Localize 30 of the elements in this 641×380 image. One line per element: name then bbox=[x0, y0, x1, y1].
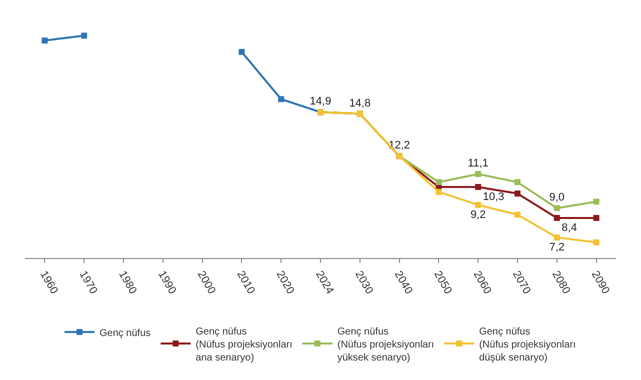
data-label: 11,1 bbox=[468, 157, 488, 170]
data-label: 9,0 bbox=[549, 192, 565, 204]
data-label: 14,8 bbox=[349, 97, 371, 110]
data-label: 8,4 bbox=[562, 222, 577, 234]
data-label: 10,3 bbox=[482, 191, 504, 204]
data-label: 14,9 bbox=[310, 96, 332, 108]
legend-label: Genç nüfus (Nüfus projeksiyonları ana senaryo) bbox=[196, 326, 292, 364]
point bbox=[81, 32, 88, 39]
data-label: 7,2 bbox=[549, 241, 565, 254]
point bbox=[436, 188, 442, 195]
point bbox=[475, 170, 482, 177]
point bbox=[42, 38, 48, 44]
point bbox=[436, 179, 442, 186]
point bbox=[278, 96, 284, 102]
point bbox=[554, 205, 560, 212]
point bbox=[554, 214, 560, 221]
point bbox=[514, 190, 520, 197]
point bbox=[514, 179, 520, 186]
point bbox=[475, 184, 482, 190]
point bbox=[554, 234, 560, 240]
point bbox=[593, 239, 600, 246]
point bbox=[593, 198, 600, 205]
data-label: 9,2 bbox=[470, 208, 486, 221]
point bbox=[475, 202, 482, 208]
legend-label: Genç nüfus bbox=[100, 328, 151, 339]
legend-label: Genç nüfus (Nüfus projeksiyonları yüksek senaryo) bbox=[337, 326, 434, 364]
legend-label: Genç nüfus (Nüfus projeksiyonları düşük senaryo) bbox=[479, 326, 576, 364]
point bbox=[238, 48, 245, 55]
point bbox=[593, 214, 600, 221]
point bbox=[514, 212, 520, 218]
